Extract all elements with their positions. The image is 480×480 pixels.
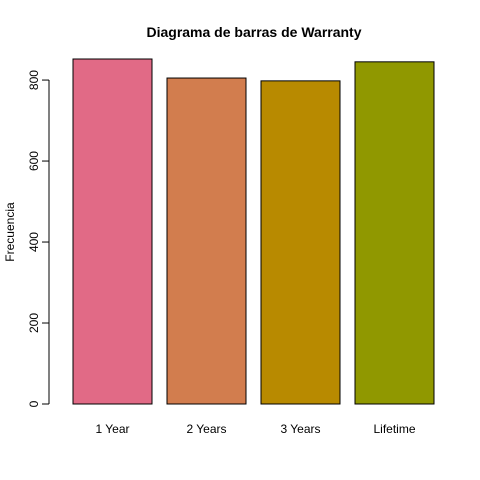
x-tick-label: 3 Years bbox=[280, 422, 320, 436]
x-tick-labels: 1 Year 2 Years 3 Years Lifetime bbox=[95, 422, 415, 436]
bar bbox=[260, 80, 341, 405]
y-axis-label: Frecuencia bbox=[3, 202, 17, 262]
y-tick-label: 600 bbox=[27, 151, 41, 171]
y-tick-label: 800 bbox=[27, 70, 41, 90]
bar bbox=[72, 58, 153, 405]
chart-title: Diagrama de barras de Warranty bbox=[146, 24, 361, 40]
y-tick-label: 0 bbox=[27, 400, 41, 407]
x-tick-label: Lifetime bbox=[373, 422, 415, 436]
y-tick-label: 200 bbox=[27, 313, 41, 333]
y-axis: 0 200 400 600 800 bbox=[27, 70, 50, 407]
x-tick-label: 2 Years bbox=[186, 422, 226, 436]
bar bbox=[354, 61, 435, 405]
y-tick-label: 400 bbox=[27, 232, 41, 252]
bars-group bbox=[72, 58, 435, 405]
x-tick-label: 1 Year bbox=[95, 422, 129, 436]
bar bbox=[166, 77, 247, 405]
